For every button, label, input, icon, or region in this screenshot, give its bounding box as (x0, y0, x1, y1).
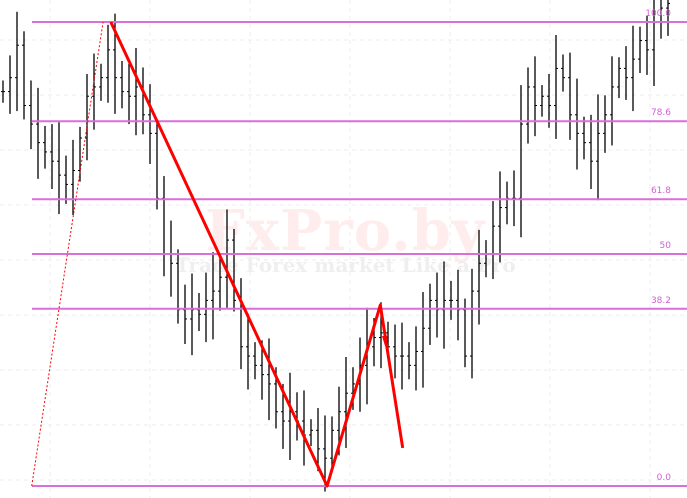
arrow-down-icon (382, 336, 388, 346)
fib-level-label: 50 (659, 241, 671, 251)
fib-level-label: 100.0 (645, 9, 671, 19)
zigzag-line (109, 21, 405, 488)
fib-level-label: 0.0 (656, 473, 671, 483)
fib-level-label: 78.6 (650, 108, 671, 119)
fib-level-label: 61.8 (650, 186, 671, 197)
watermark-tagline: Trade Forex market Like a Pro (175, 253, 516, 277)
fib-level-label: 38.2 (650, 295, 671, 306)
